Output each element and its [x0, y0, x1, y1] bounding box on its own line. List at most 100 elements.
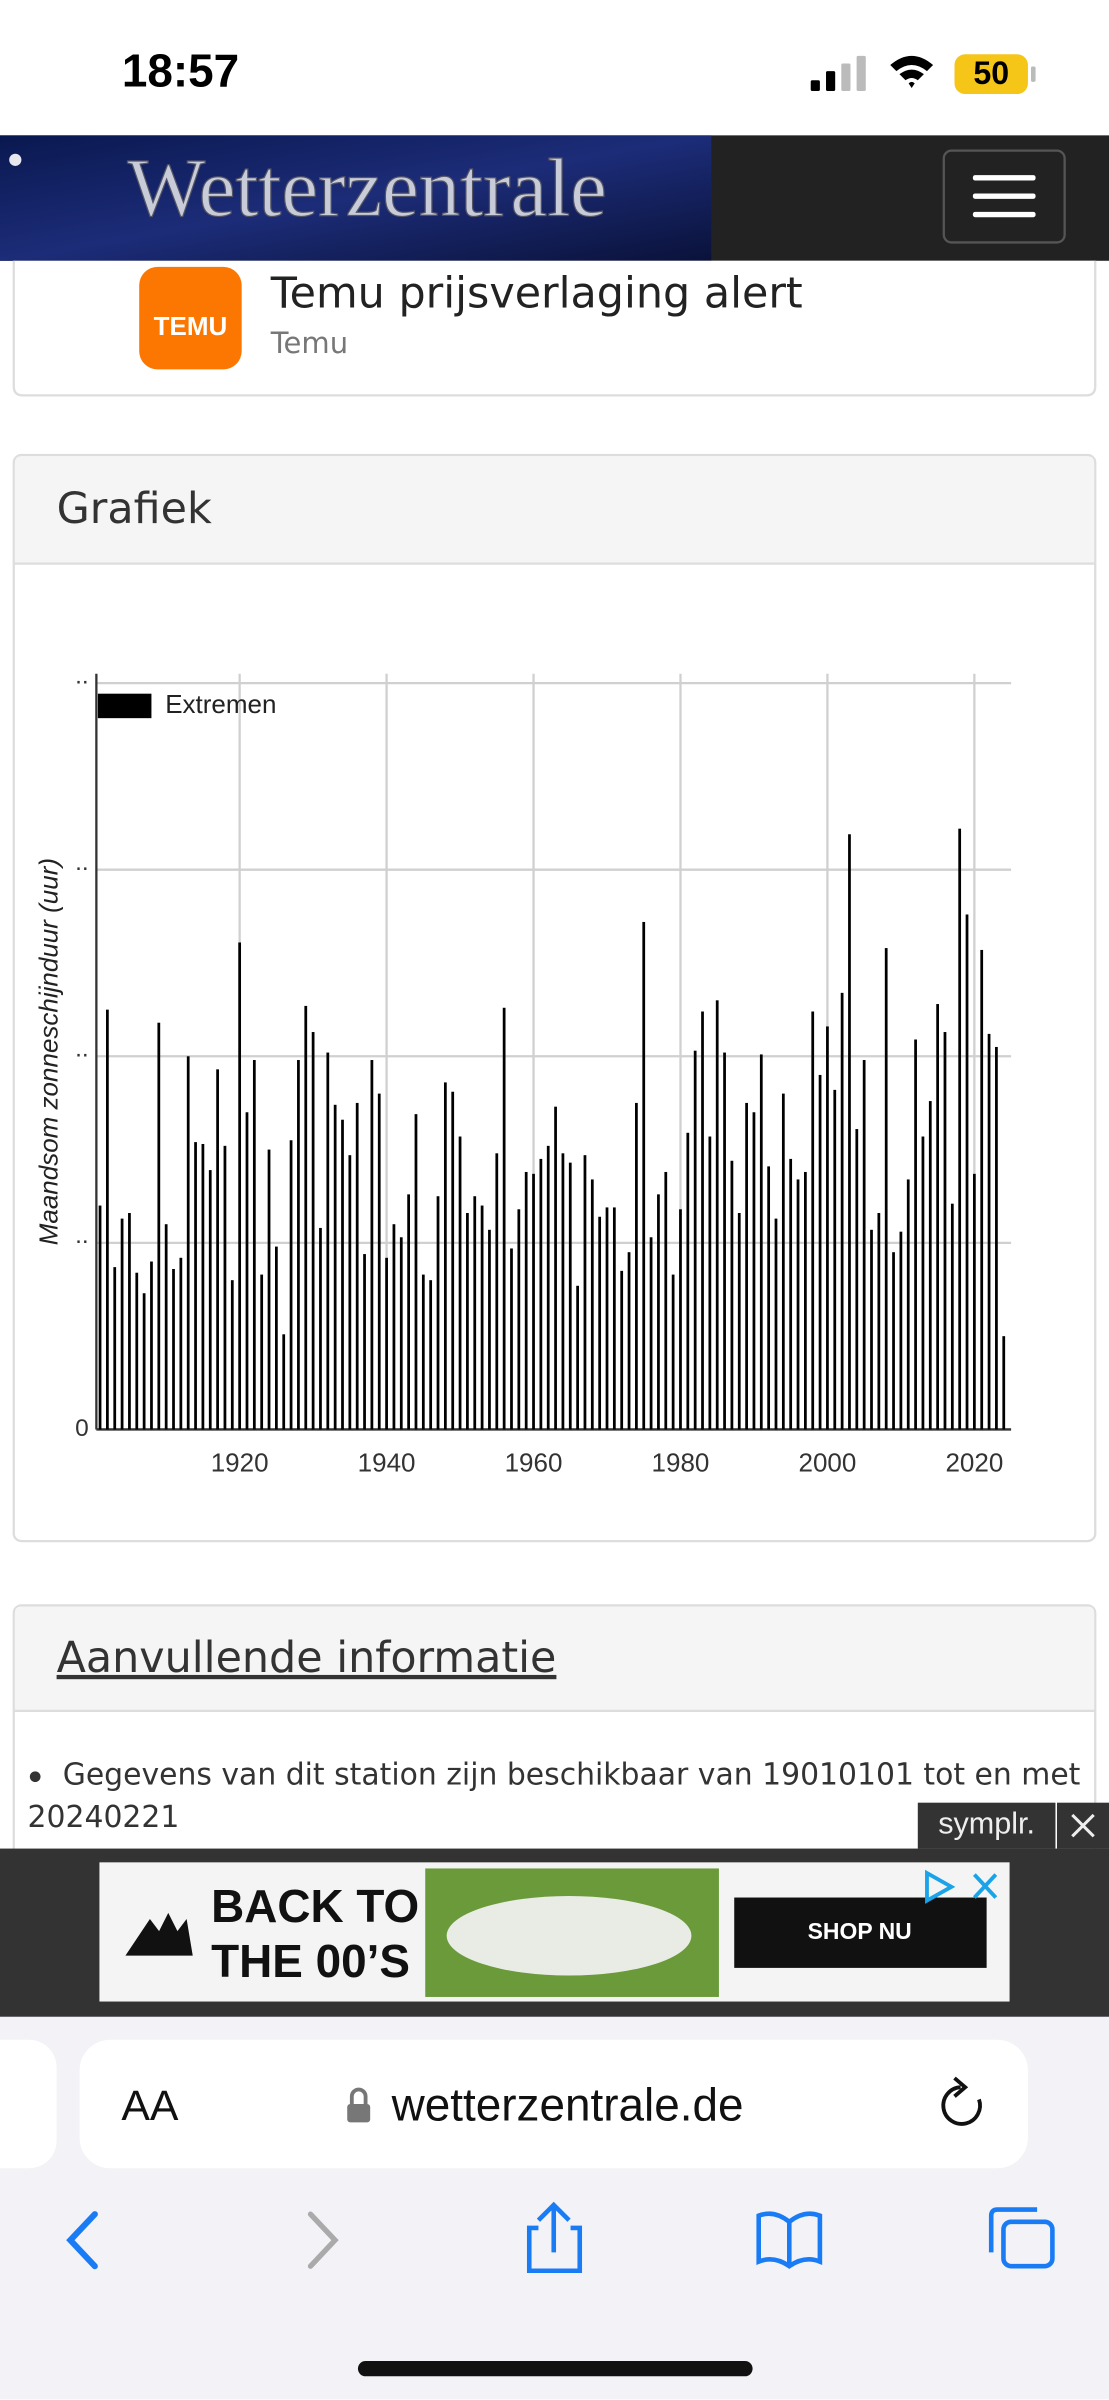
menu-icon — [972, 175, 1036, 218]
notification-card[interactable] — [12, 260, 1097, 397]
bar — [517, 1209, 521, 1430]
bar — [635, 1102, 638, 1430]
lock-shackle — [349, 2087, 368, 2105]
bar — [113, 1267, 117, 1430]
bar — [172, 1268, 175, 1430]
ad-shoe — [446, 1895, 692, 1976]
bar — [297, 1060, 300, 1430]
info-item-box: Gegevens van dit station zijn beschikbaa… — [27, 1756, 1081, 1835]
bar — [723, 1052, 726, 1430]
bar — [473, 1196, 477, 1430]
bar — [950, 1203, 954, 1430]
reload-icon[interactable] — [941, 2085, 982, 2126]
ad-close-icon — [1071, 1813, 1095, 1838]
tabs-button[interactable] — [1001, 2219, 1055, 2269]
bar — [583, 1155, 587, 1430]
bar — [914, 1039, 917, 1430]
bar — [355, 1102, 359, 1430]
bar — [826, 1026, 829, 1430]
bar — [715, 1000, 719, 1430]
battery-level: 50 — [973, 55, 1009, 91]
bar — [260, 1274, 264, 1430]
bar — [833, 1089, 837, 1430]
info-item: Gegevens van dit station zijn beschikbaa… — [27, 1756, 1081, 1835]
bar — [179, 1257, 183, 1430]
bar — [282, 1334, 286, 1430]
bar — [142, 1293, 146, 1430]
bar — [855, 1129, 859, 1430]
ad-x-icon[interactable] — [972, 1873, 998, 1899]
bar — [488, 1229, 491, 1430]
ad-badge[interactable] — [917, 1802, 1056, 1849]
bar — [1002, 1336, 1006, 1430]
ad-button[interactable] — [734, 1897, 987, 1968]
bar — [223, 1145, 227, 1430]
bar — [708, 1136, 712, 1430]
notification-title: Temu prijsverlaging alert — [270, 268, 803, 318]
prev-tab[interactable] — [0, 2039, 57, 2169]
bar — [605, 1207, 609, 1430]
bar — [274, 1246, 278, 1430]
ad-choices-icon[interactable] — [925, 1869, 956, 1904]
bar — [392, 1224, 396, 1430]
bar — [590, 1179, 594, 1430]
bar — [848, 834, 851, 1430]
bar — [539, 1158, 543, 1430]
bar — [230, 1280, 234, 1430]
bar — [627, 1252, 631, 1430]
bar — [664, 1171, 668, 1430]
bar — [789, 1158, 793, 1430]
y-tick-label: .. — [75, 662, 89, 689]
x-tick-label: 2000 — [798, 1448, 856, 1478]
bar — [546, 1145, 550, 1430]
bar — [892, 1252, 895, 1430]
bar — [730, 1160, 734, 1430]
bar — [333, 1104, 337, 1430]
url[interactable]: wetterzentrale.de — [391, 2079, 744, 2131]
bar — [642, 921, 646, 1430]
share-button[interactable] — [526, 2201, 583, 2274]
bar — [840, 992, 844, 1430]
bar — [767, 1166, 771, 1430]
bar — [796, 1179, 800, 1430]
bar — [870, 1229, 873, 1430]
bar — [216, 1069, 219, 1430]
bar — [98, 1205, 102, 1430]
bar — [620, 1270, 624, 1430]
bar — [752, 1112, 756, 1430]
bar — [150, 1261, 153, 1430]
chart-card-header — [14, 456, 1095, 564]
bar — [120, 1218, 124, 1430]
bar — [304, 1005, 308, 1430]
bar — [208, 1170, 212, 1430]
chart-card — [12, 453, 1097, 1543]
lock-icon — [347, 2104, 371, 2123]
bar — [377, 1093, 381, 1430]
info-panel-title[interactable]: Aanvullende informatie — [57, 1633, 557, 1683]
y-axis-label: Maandsom zonneschijnduur (uur) — [33, 858, 63, 1245]
bar — [958, 828, 962, 1430]
address-bar[interactable] — [79, 2039, 1028, 2169]
bar — [906, 1179, 910, 1430]
bar — [936, 1004, 940, 1430]
bar — [899, 1231, 903, 1430]
logo: Wetterzentrale — [127, 141, 606, 233]
x-tick-label: 1960 — [505, 1448, 563, 1478]
forward-button[interactable] — [307, 2211, 339, 2269]
ad-badge-label: symplr. — [938, 1807, 1035, 1841]
y-tick-label: 0 — [75, 1415, 89, 1442]
text-size-button[interactable]: AA — [121, 2082, 179, 2130]
app-icon-label: TEMU — [154, 311, 228, 341]
bookmarks-button[interactable] — [756, 2211, 823, 2269]
battery-tip — [1030, 66, 1036, 82]
bar — [245, 1112, 249, 1430]
bar — [399, 1237, 403, 1430]
bar — [164, 1224, 168, 1430]
bar — [385, 1257, 388, 1430]
bar — [598, 1216, 602, 1430]
bar — [943, 1032, 947, 1430]
bar — [458, 1136, 462, 1430]
y-tick-label: .. — [75, 1036, 89, 1063]
back-button[interactable] — [66, 2211, 98, 2270]
bar — [135, 1272, 139, 1430]
